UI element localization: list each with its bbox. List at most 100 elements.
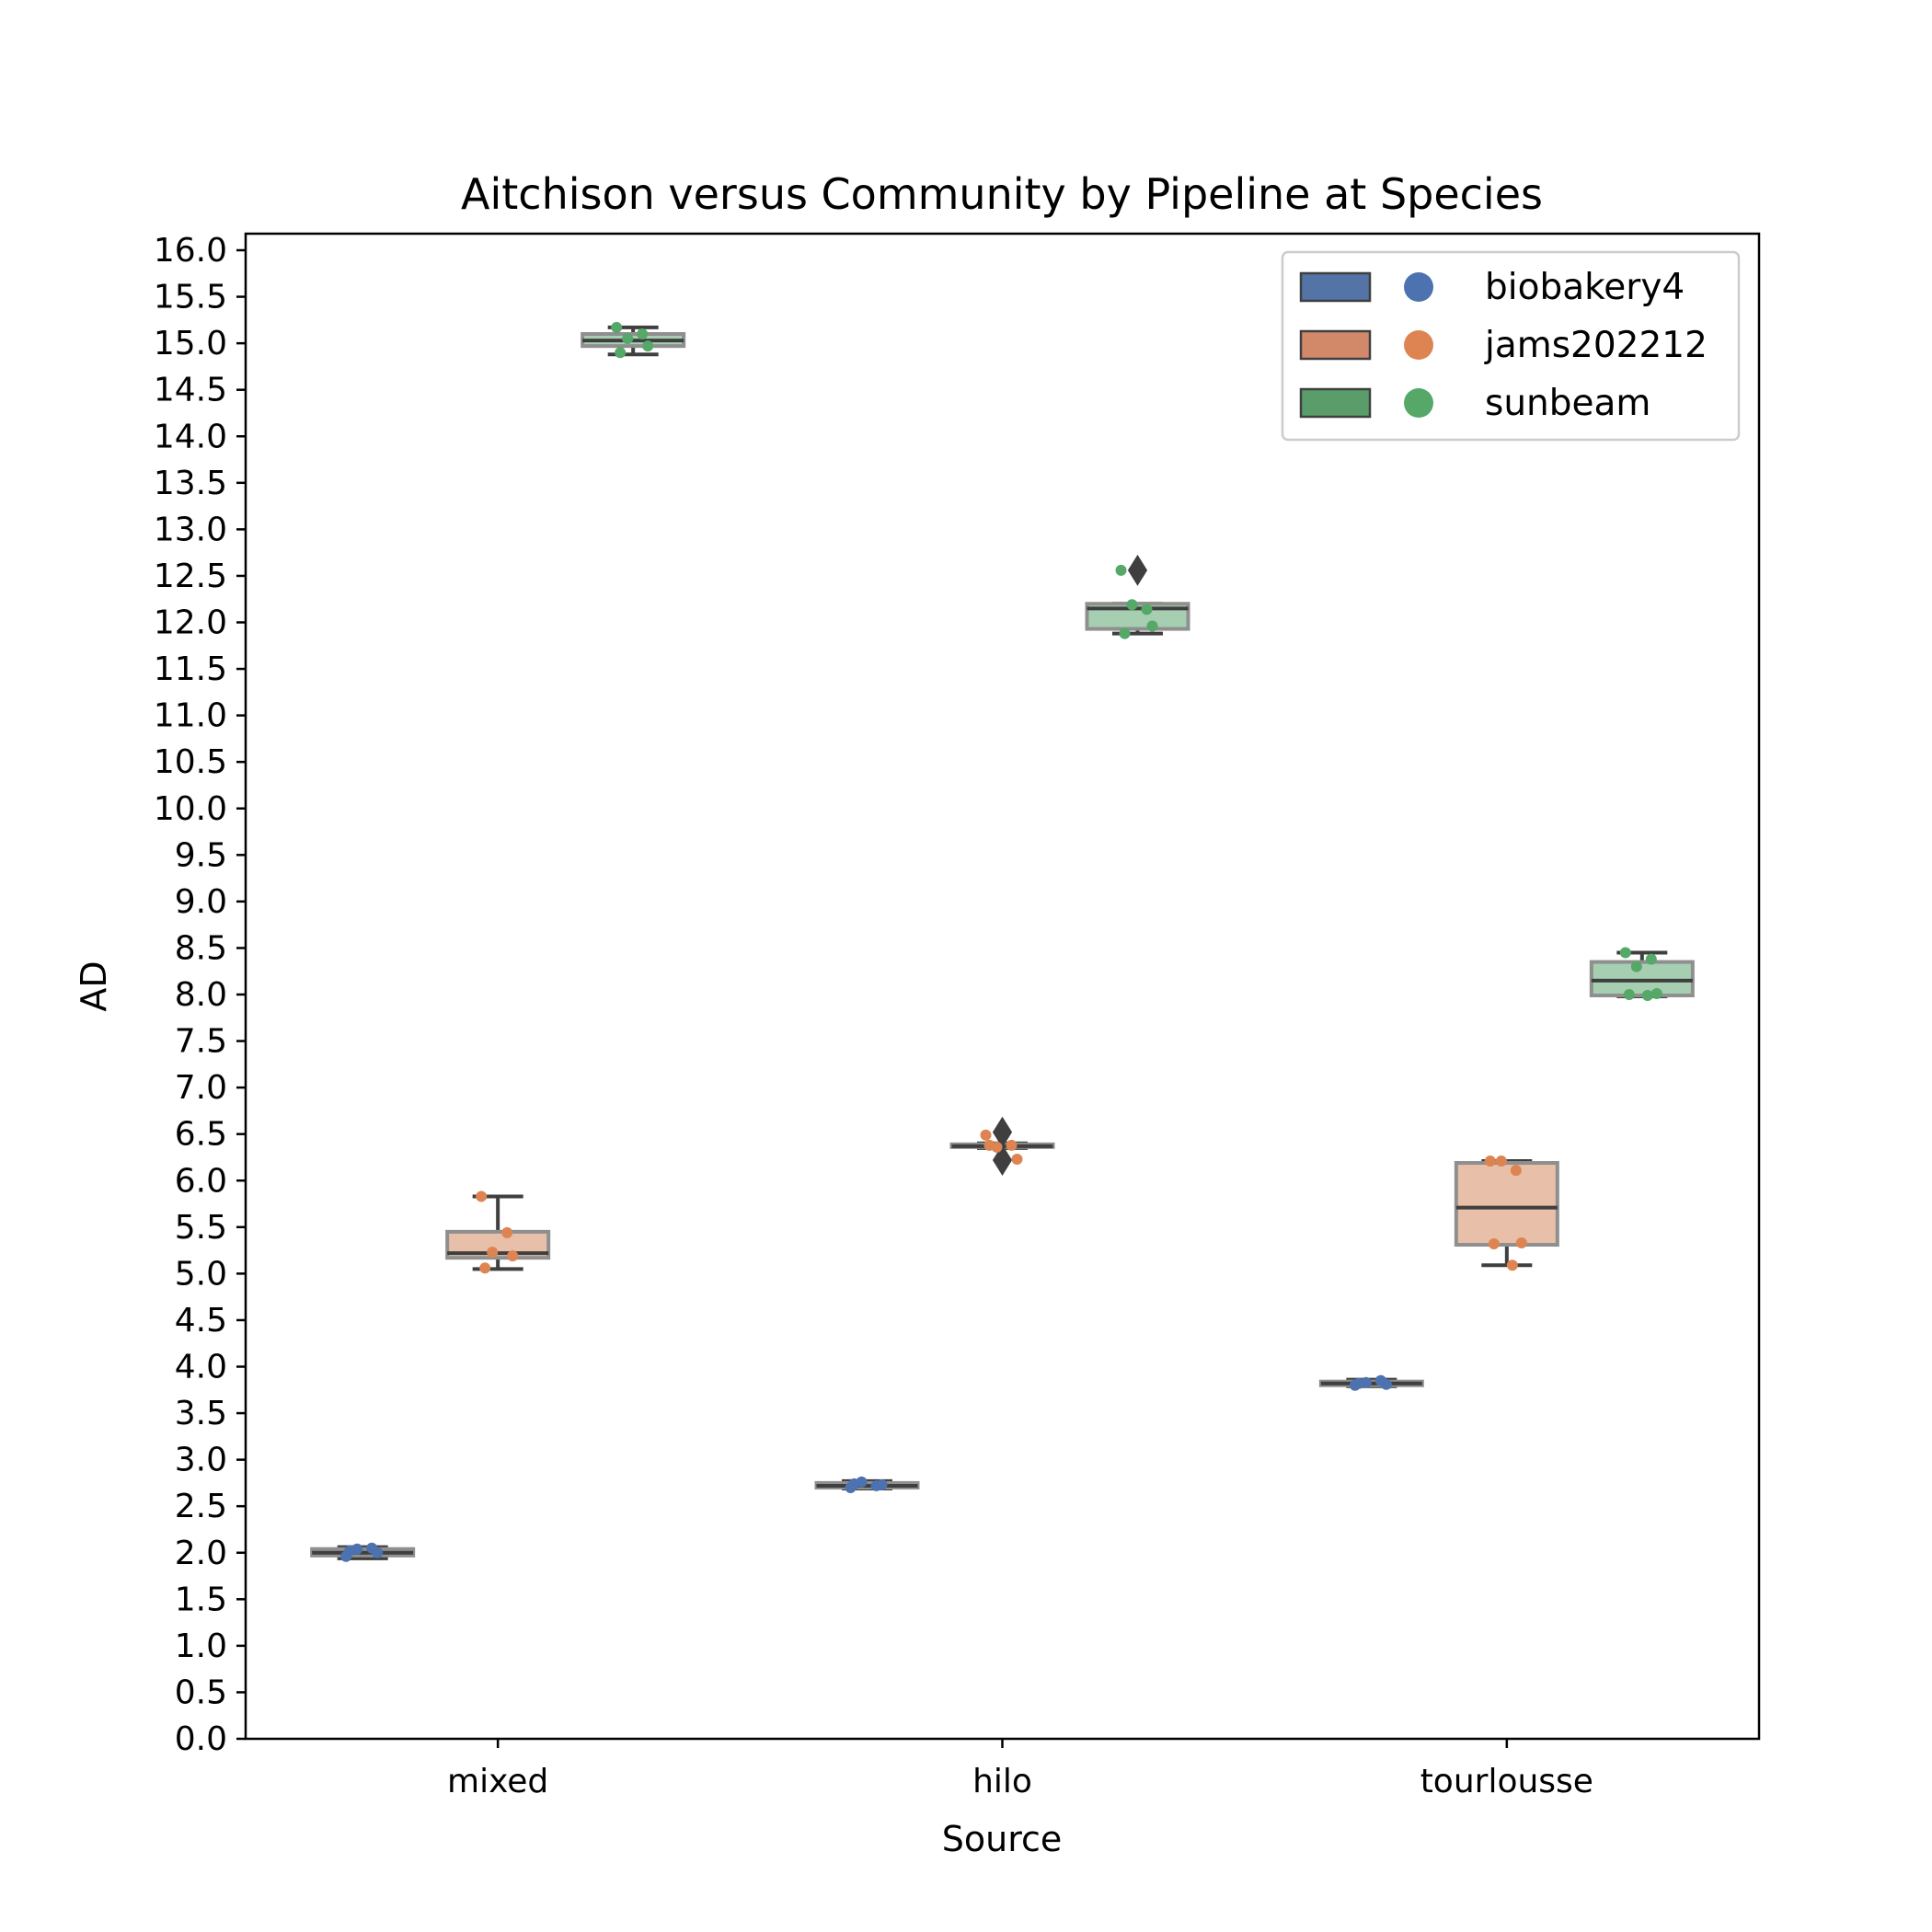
data-point-sunbeam (1141, 604, 1153, 615)
data-point-jams202212 (487, 1247, 499, 1259)
chart-title: Aitchison versus Community by Pipeline a… (461, 169, 1543, 219)
x-tick-label-mixed: mixed (447, 1763, 548, 1800)
box-jams202212-mixed (445, 1194, 551, 1271)
data-point-biobakery4 (1352, 1377, 1364, 1389)
y-tick-label: 4.5 (175, 1302, 227, 1340)
data-point-biobakery4 (1380, 1378, 1392, 1390)
data-point-jams202212 (1484, 1156, 1496, 1167)
y-tick-label: 1.5 (175, 1581, 227, 1618)
legend-frame (1281, 250, 1741, 442)
data-point-jams202212 (1506, 1259, 1518, 1271)
legend-entry-jams202212: jams202212 (1299, 325, 1708, 366)
data-point-sunbeam (622, 333, 634, 345)
data-point-sunbeam (1623, 989, 1635, 1000)
data-point-jams202212 (980, 1129, 992, 1141)
box-biobakery4-tourlousse (1318, 1377, 1424, 1388)
legend-swatch-box (1299, 329, 1372, 361)
data-point-jams202212 (1510, 1165, 1522, 1177)
y-tick-label: 11.0 (154, 697, 227, 735)
data-point-sunbeam (1115, 564, 1127, 576)
y-tick-label: 9.0 (175, 883, 227, 921)
data-point-biobakery4 (876, 1478, 888, 1490)
y-tick-label: 14.5 (154, 372, 227, 409)
y-tick-label: 15.0 (154, 325, 227, 362)
y-tick-label: 4.0 (175, 1349, 227, 1386)
y-tick-label: 1.0 (175, 1627, 227, 1665)
y-tick-label: 7.0 (175, 1069, 227, 1107)
y-tick-label: 2.5 (175, 1488, 227, 1525)
data-point-jams202212 (501, 1226, 513, 1238)
data-point-biobakery4 (848, 1478, 860, 1489)
x-axis: mixed hilo tourlousse (447, 1739, 1593, 1800)
y-tick-label: 14.0 (154, 418, 227, 455)
data-point-sunbeam (1126, 599, 1138, 611)
data-point-sunbeam (1630, 960, 1642, 972)
data-point-jams202212 (1011, 1153, 1023, 1165)
y-tick-label: 11.5 (154, 650, 227, 688)
y-tick-label: 12.0 (154, 604, 227, 642)
data-point-jams202212 (507, 1250, 519, 1262)
data-point-sunbeam (1146, 620, 1158, 632)
data-point-biobakery4 (344, 1545, 356, 1557)
y-tick-label: 12.5 (154, 558, 227, 595)
legend-swatch-dot (1404, 272, 1433, 302)
data-point-jams202212 (1515, 1237, 1527, 1249)
data-point-jams202212 (983, 1139, 995, 1151)
data-point-jams202212 (476, 1190, 488, 1202)
data-point-jams202212 (1006, 1139, 1018, 1151)
y-tick-label: 7.5 (175, 1023, 227, 1061)
y-tick-label: 13.5 (154, 465, 227, 502)
data-point-sunbeam (642, 340, 654, 352)
data-point-sunbeam (611, 321, 623, 333)
y-tick-label: 15.5 (154, 279, 227, 316)
plot-frame (244, 232, 1761, 1741)
y-tick-label: 9.5 (175, 836, 227, 874)
data-point-jams202212 (1488, 1238, 1500, 1250)
data-point-sunbeam (1619, 947, 1631, 959)
box-sunbeam-hilo (1085, 554, 1190, 636)
y-tick-label: 8.0 (175, 976, 227, 1014)
legend: biobakery4 jams202212 sunbeam (1281, 250, 1741, 442)
y-tick-label: 6.5 (175, 1116, 227, 1154)
legend-entry-sunbeam: sunbeam (1299, 383, 1650, 424)
legend-swatch-dot (1404, 330, 1433, 360)
y-tick-label: 10.0 (154, 790, 227, 828)
outlier-marker (1127, 554, 1148, 586)
legend-swatch-box (1299, 271, 1372, 303)
legend-label: biobakery4 (1485, 267, 1685, 308)
y-tick-label: 5.5 (175, 1209, 227, 1247)
data-point-biobakery4 (372, 1547, 384, 1558)
y-axis-title: AD (74, 960, 114, 1011)
x-tick-label-hilo: hilo (972, 1763, 1032, 1800)
data-point-sunbeam (1650, 987, 1662, 999)
y-tick-label: 13.0 (154, 511, 227, 548)
outlier-marker (992, 1144, 1013, 1176)
y-tick-label: 16.0 (154, 232, 227, 270)
y-tick-label: 3.0 (175, 1442, 227, 1479)
box-body (1589, 960, 1695, 998)
plot-area (310, 321, 1695, 1562)
y-tick-label: 0.5 (175, 1673, 227, 1711)
y-axis: 0.0 0.5 1.0 1.5 2.0 2.5 3.0 3.5 4.0 4.5 5.0 5.5 6.0 6… (154, 232, 246, 1758)
y-tick-label: 0.0 (175, 1720, 227, 1758)
box-body (1454, 1161, 1559, 1248)
data-point-jams202212 (479, 1262, 491, 1274)
y-tick-label: 8.5 (175, 929, 227, 967)
y-tick-label: 6.0 (175, 1162, 227, 1200)
box-biobakery4-hilo (814, 1478, 920, 1490)
data-point-sunbeam (615, 347, 627, 359)
data-point-jams202212 (1495, 1156, 1507, 1167)
y-tick-label: 3.5 (175, 1395, 227, 1432)
legend-label: sunbeam (1485, 383, 1650, 424)
legend-entry-biobakery4: biobakery4 (1299, 267, 1685, 308)
box-biobakery4-mixed (310, 1545, 416, 1560)
legend-swatch-dot (1404, 388, 1433, 418)
y-tick-label: 2.0 (175, 1535, 227, 1572)
data-point-sunbeam (637, 328, 649, 340)
legend-swatch-box (1299, 387, 1372, 419)
data-point-sunbeam (1119, 627, 1131, 639)
x-axis-title: Source (942, 1819, 1063, 1859)
y-tick-label: 10.5 (154, 743, 227, 781)
data-point-sunbeam (1645, 953, 1657, 965)
